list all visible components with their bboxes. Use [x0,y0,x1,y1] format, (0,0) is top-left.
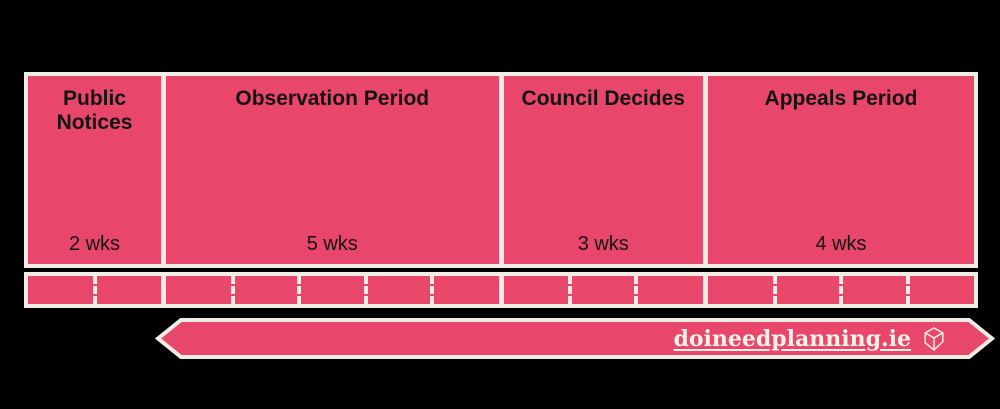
ruler-segment [28,276,161,304]
week-ruler [24,272,978,308]
week-tick [92,276,97,304]
phase-duration: 3 wks [577,233,629,255]
phase-title: Council Decides [521,87,685,110]
week-tick [772,276,777,304]
week-tick [230,276,235,304]
site-link[interactable]: doineedplanning.ie [673,325,911,352]
ruler-segment [708,276,974,304]
phase-block: Public Notices 2 wks [28,76,161,264]
ribbon-arrow-shape [155,318,995,359]
phase-title: Public Notices [56,87,133,135]
ruler-segment [503,276,703,304]
phase-block: Observation Period 5 wks [166,76,499,264]
week-tick [634,276,639,304]
phase-blocks-row: Public Notices 2 wks Observation Period 5 w… [24,72,978,268]
week-tick [905,276,910,304]
phase-duration: 2 wks [68,233,121,255]
banner-content: doineedplanning.ie [673,317,945,360]
phase-block: Appeals Period 4 wks [708,76,974,264]
week-tick [430,276,434,304]
week-tick [839,276,843,304]
week-tick [363,276,368,304]
week-tick [567,276,572,304]
week-tick [297,276,301,304]
phase-duration: 5 wks [306,233,358,255]
banner-ribbon: doineedplanning.ie [155,317,995,360]
phase-duration: 4 wks [815,233,867,255]
cube-logo-icon [924,326,944,351]
ruler-segment [166,276,499,304]
phase-title: Appeals Period [764,87,918,110]
phase-block: Council Decides 3 wks [503,76,703,264]
phase-title: Observation Period [235,87,430,110]
